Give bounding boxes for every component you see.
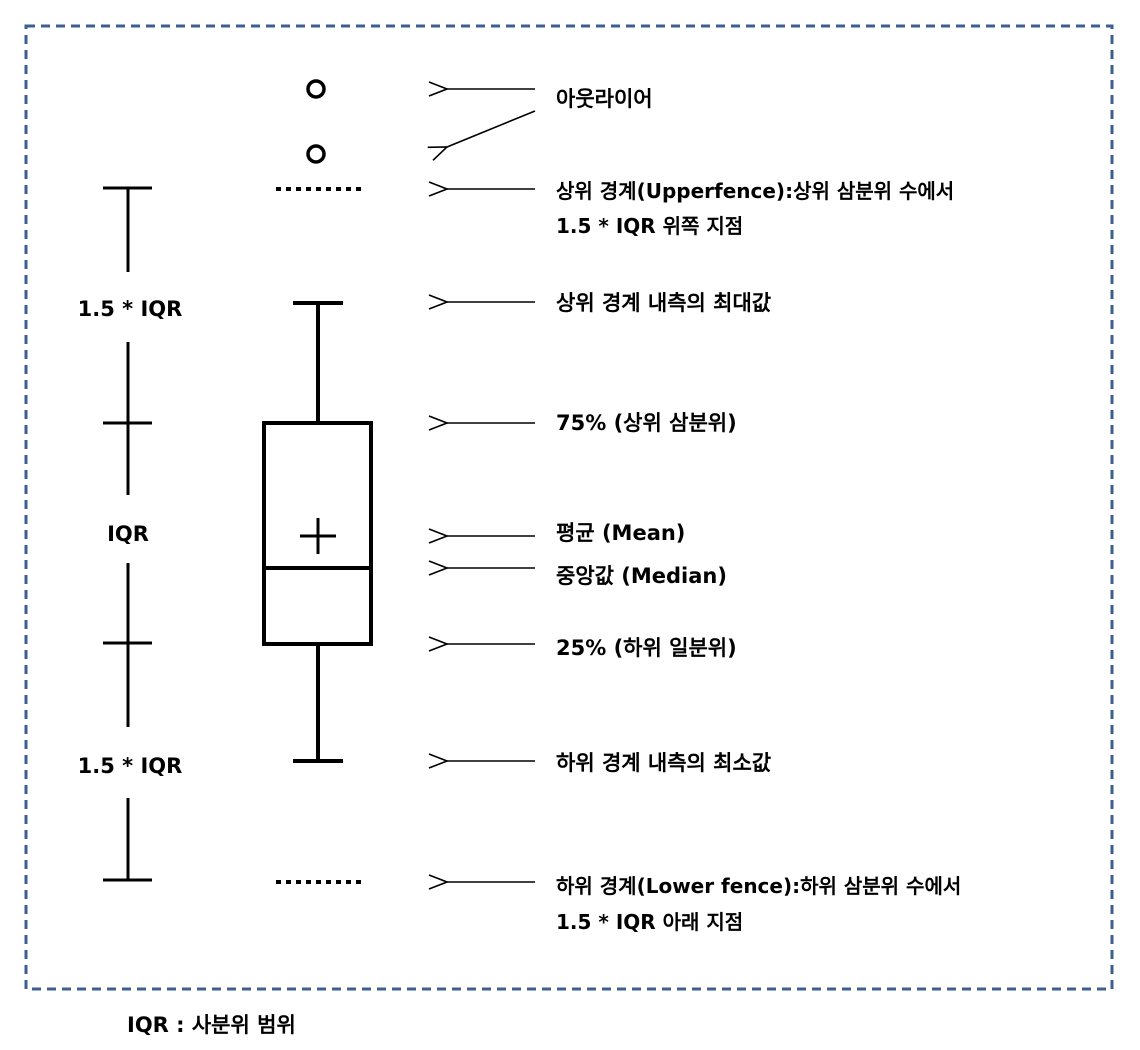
label-lower-fence-2: 1.5 * IQR 아래 지점 xyxy=(556,910,743,934)
outlier-marker xyxy=(306,79,326,99)
footnote: IQR : 사분위 범위 xyxy=(127,1013,296,1037)
label-mean: 평균 (Mean) xyxy=(556,521,685,545)
iqr-ruler xyxy=(103,186,152,882)
label-q3: 75% (상위 삼분위) xyxy=(556,411,737,435)
label-outlier: 아웃라이어 xyxy=(556,87,653,111)
ruler-lower-label: 1.5 * IQR xyxy=(78,754,183,778)
ruler-upper-label: 1.5 * IQR xyxy=(78,297,183,321)
label-upper-fence-1: 상위 경계(Upperfence):상위 삼분위 수에서 xyxy=(556,179,954,203)
label-lower-fence-1: 하위 경계(Lower fence):하위 삼분위 수에서 xyxy=(556,874,961,898)
arrow-outlier-2 xyxy=(447,110,536,147)
label-lower-min: 하위 경계 내측의 최소값 xyxy=(556,751,771,775)
arrows xyxy=(447,89,536,882)
label-upper-fence-2: 1.5 * IQR 위쪽 지점 xyxy=(556,214,743,238)
dashed-frame xyxy=(24,24,1114,991)
label-median: 중앙값 (Median) xyxy=(556,564,727,588)
outlier-marker xyxy=(306,144,326,164)
ruler-iqr-label: IQR xyxy=(107,522,149,546)
box-plot xyxy=(262,79,373,884)
label-upper-max: 상위 경계 내측의 최대값 xyxy=(556,291,771,315)
label-q1: 25% (하위 일분위) xyxy=(556,636,737,660)
